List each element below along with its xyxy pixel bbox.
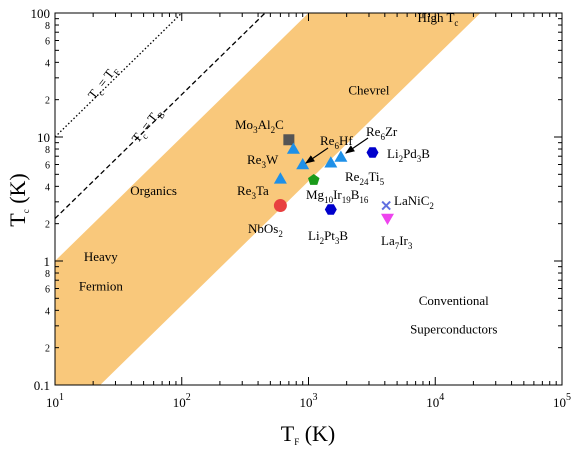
point-re24ti5 [324,156,338,168]
label-re6hf: Re6Hf [320,133,353,151]
point-re3ta [273,172,287,184]
label-li2pt3b: Li2Pt3B [308,228,348,246]
region-chevrel: Chevrel [348,83,390,98]
y-minor-tick-label: 8 [45,21,50,32]
region-organics: Organics [130,183,177,198]
point-mg10ir19b16 [308,174,320,185]
label-re3w: Re3W [247,152,279,170]
line-tc-equals-tb [55,13,267,220]
axis-titles: TF (K) Tc (K) [5,173,335,447]
label-li2pd3b: Li2Pd3B [387,146,430,164]
y-tick-label: 10 [37,130,50,145]
region-conventional: Conventional [419,293,489,308]
label-mo3al2c: Mo3Al2C [235,117,284,135]
point-li2pd3b [366,147,379,158]
y-minor-tick-label: 2 [45,344,50,355]
reference-lines [55,13,267,220]
y-minor-tick-label: 6 [45,37,50,48]
x-tick-label: 103 [300,392,318,410]
y-minor-tick-label: 8 [45,145,50,156]
y-minor-tick-label: 2 [45,96,50,107]
region-high-tc: High Tc [417,10,458,28]
label-re6zr: Re6Zr [366,124,398,142]
arrow-re6zr [345,137,369,154]
y-minor-tick-label: 8 [45,269,50,280]
y-minor-tick-label: 2 [45,220,50,231]
label-tc-equals-tf: Tc = TF [85,62,123,103]
y-minor-tick-label: 6 [45,161,50,172]
region-heavy-fermion-2: Fermion [79,278,124,293]
y-tick-label: 0.1 [34,378,50,393]
y-tick-label: 100 [31,6,51,21]
band-layer [55,13,481,385]
point-mo3al2c [283,134,295,146]
label-re3ta: Re3Ta [237,183,269,201]
point-nbos2 [273,199,287,213]
y-tick-label: 1 [44,254,51,269]
label-la7ir3: La7Ir3 [381,233,413,251]
point-lanic2-2 [381,200,391,211]
arrow-re6hf [305,147,329,164]
point-re6hf [296,158,310,170]
x-tick-label: 105 [553,392,571,410]
label-tc-equals-tb: Tc = TB [128,105,167,147]
y-minor-tick-label: 4 [45,182,50,193]
region-heavy-fermion: Heavy [84,249,118,264]
point-li2pt3b [324,204,337,215]
y-axis-title: Tc (K) [5,173,31,227]
y-minor-tick-label: 4 [45,58,50,69]
label-re24ti5: Re24Ti5 [345,169,385,187]
label-lanic2: LaNiC2 [394,193,434,211]
point-la7ir3 [381,213,394,225]
label-nbos2: NbOs2 [248,221,283,239]
superconductor-band [55,13,481,385]
y-minor-tick-label: 4 [45,306,50,317]
point-re6zr [334,150,348,162]
region-conventional-2: Superconductors [410,322,497,337]
point-re3w [286,142,300,154]
x-tick-label: 101 [46,392,64,410]
x-tick-label: 104 [426,392,444,410]
x-tick-label: 102 [173,392,191,410]
label-mg10ir19b16: Mg10Ir19B16 [306,187,369,205]
x-axis-title: TF (K) [281,421,336,447]
data-points [273,134,394,225]
y-minor-tick-label: 6 [45,285,50,296]
